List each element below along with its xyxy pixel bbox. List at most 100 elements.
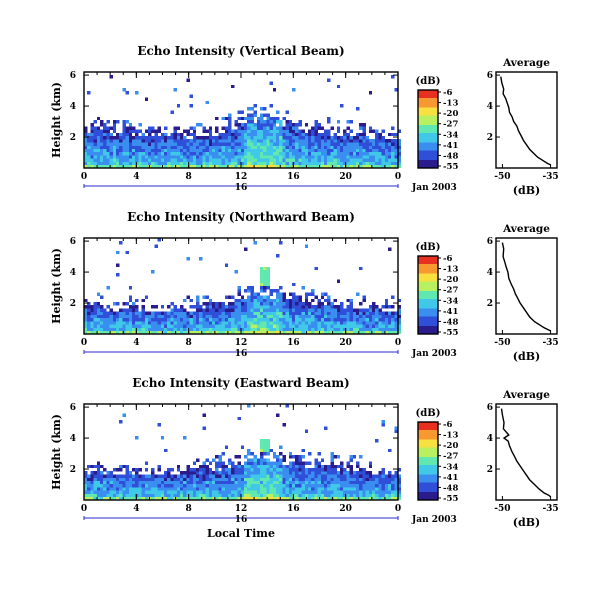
heatmap-cell	[247, 452, 251, 456]
heatmap-cell	[112, 484, 117, 488]
heatmap-cell	[128, 314, 133, 319]
heatmap-cell	[247, 474, 251, 478]
day-label: 16	[235, 183, 248, 193]
colorbar-band	[418, 455, 438, 458]
heatmap-cell	[157, 327, 161, 331]
heatmap-cell	[336, 324, 341, 328]
heatmap-cell	[320, 324, 325, 328]
heatmap-cell	[324, 324, 328, 328]
heatmap-cell	[167, 305, 171, 309]
heatmap-cell	[96, 493, 101, 497]
heatmap-cell	[269, 484, 273, 488]
heatmap-cell	[218, 164, 222, 169]
heatmap-cell	[260, 145, 264, 149]
heatmap-cell	[285, 302, 289, 306]
heatmap-cell	[208, 136, 213, 140]
heatmap-cell	[84, 126, 88, 130]
heatmap-cell	[100, 314, 104, 319]
heatmap-cell	[276, 289, 280, 293]
heatmap-cell	[272, 493, 277, 497]
heatmap-cell	[314, 139, 318, 143]
heatmap-cell	[132, 302, 136, 306]
heatmap-cell	[372, 330, 376, 335]
heatmap-cell	[237, 145, 241, 149]
heatmap-cell	[314, 468, 318, 472]
heatmap-cell	[96, 324, 101, 328]
heatmap-cell	[96, 142, 101, 146]
heatmap-cell	[96, 321, 101, 325]
heatmap-cell	[266, 161, 270, 165]
heatmap-cell	[375, 496, 379, 501]
heatmap-cell	[205, 100, 209, 105]
heatmap-cell	[279, 308, 283, 312]
heatmap-cell	[186, 295, 190, 299]
heatmap-cell	[205, 164, 209, 169]
heatmap-cell	[186, 327, 190, 331]
x-tick-label: 0	[395, 172, 401, 182]
heatmap-cell	[292, 142, 296, 146]
heatmap-cell	[256, 145, 261, 149]
heatmap-cell	[346, 142, 350, 146]
heatmap-cell	[343, 487, 347, 491]
heatmap-cell	[247, 123, 251, 127]
heatmap-cell	[340, 490, 344, 494]
heatmap-cell	[352, 148, 357, 153]
heatmap-cell	[266, 145, 270, 149]
heatmap-cell	[298, 161, 302, 165]
heatmap-cell	[186, 129, 190, 133]
heatmap-cell	[141, 305, 145, 309]
heatmap-cell	[340, 152, 344, 156]
heatmap-cell	[125, 493, 129, 497]
heatmap-cell	[349, 136, 353, 140]
heatmap-cell	[205, 464, 209, 469]
heatmap-cell	[183, 487, 187, 491]
heatmap-cell	[394, 493, 398, 497]
heatmap-cell	[208, 158, 213, 162]
heatmap-cell	[301, 132, 305, 137]
heatmap-cell	[279, 155, 283, 159]
heatmap-cell	[250, 164, 254, 169]
heatmap-cell	[116, 484, 120, 488]
heatmap-cell	[381, 493, 385, 497]
heatmap-cell	[228, 480, 232, 485]
colorbar-band	[418, 312, 438, 315]
heatmap-cell	[269, 139, 273, 143]
heatmap-cell	[343, 474, 347, 478]
heatmap-cell	[330, 305, 334, 309]
heatmap-cell	[279, 139, 283, 143]
heatmap-cell	[90, 311, 94, 315]
heatmap-cell	[93, 120, 97, 124]
heatmap-cell	[388, 145, 392, 149]
heatmap-cell	[138, 490, 142, 494]
heatmap-cell	[170, 158, 174, 162]
heatmap-cell	[304, 318, 309, 322]
heatmap-cell	[378, 318, 382, 322]
heatmap-cell	[260, 461, 264, 465]
heatmap-cell	[394, 132, 398, 137]
heatmap-cell	[276, 145, 280, 149]
heatmap-cell	[116, 496, 120, 501]
heatmap-cell	[224, 311, 229, 315]
heatmap-cell	[397, 145, 401, 149]
heatmap-cell	[279, 330, 283, 335]
heatmap-cell	[381, 164, 385, 169]
heatmap-cell	[93, 152, 97, 156]
heatmap-cell	[196, 324, 200, 328]
heatmap-cell	[285, 484, 289, 488]
heatmap-cell	[282, 423, 286, 427]
heatmap-cell	[288, 145, 293, 149]
heatmap-cell	[109, 136, 113, 140]
heatmap-cell	[263, 490, 267, 494]
x-tick-label: 20	[339, 504, 352, 514]
heatmap-cell	[221, 139, 225, 143]
heatmap-cell	[298, 298, 302, 303]
heatmap-cell	[298, 145, 302, 149]
heatmap-cell	[279, 145, 283, 149]
colorbar-band	[418, 445, 438, 448]
heatmap-cell	[154, 480, 158, 485]
colorbar-tick-label: -6	[443, 88, 453, 98]
heatmap-cell	[397, 164, 401, 169]
heatmap-cell	[362, 145, 366, 149]
heatmap-cell	[397, 142, 401, 146]
colorbar-band	[418, 289, 438, 292]
